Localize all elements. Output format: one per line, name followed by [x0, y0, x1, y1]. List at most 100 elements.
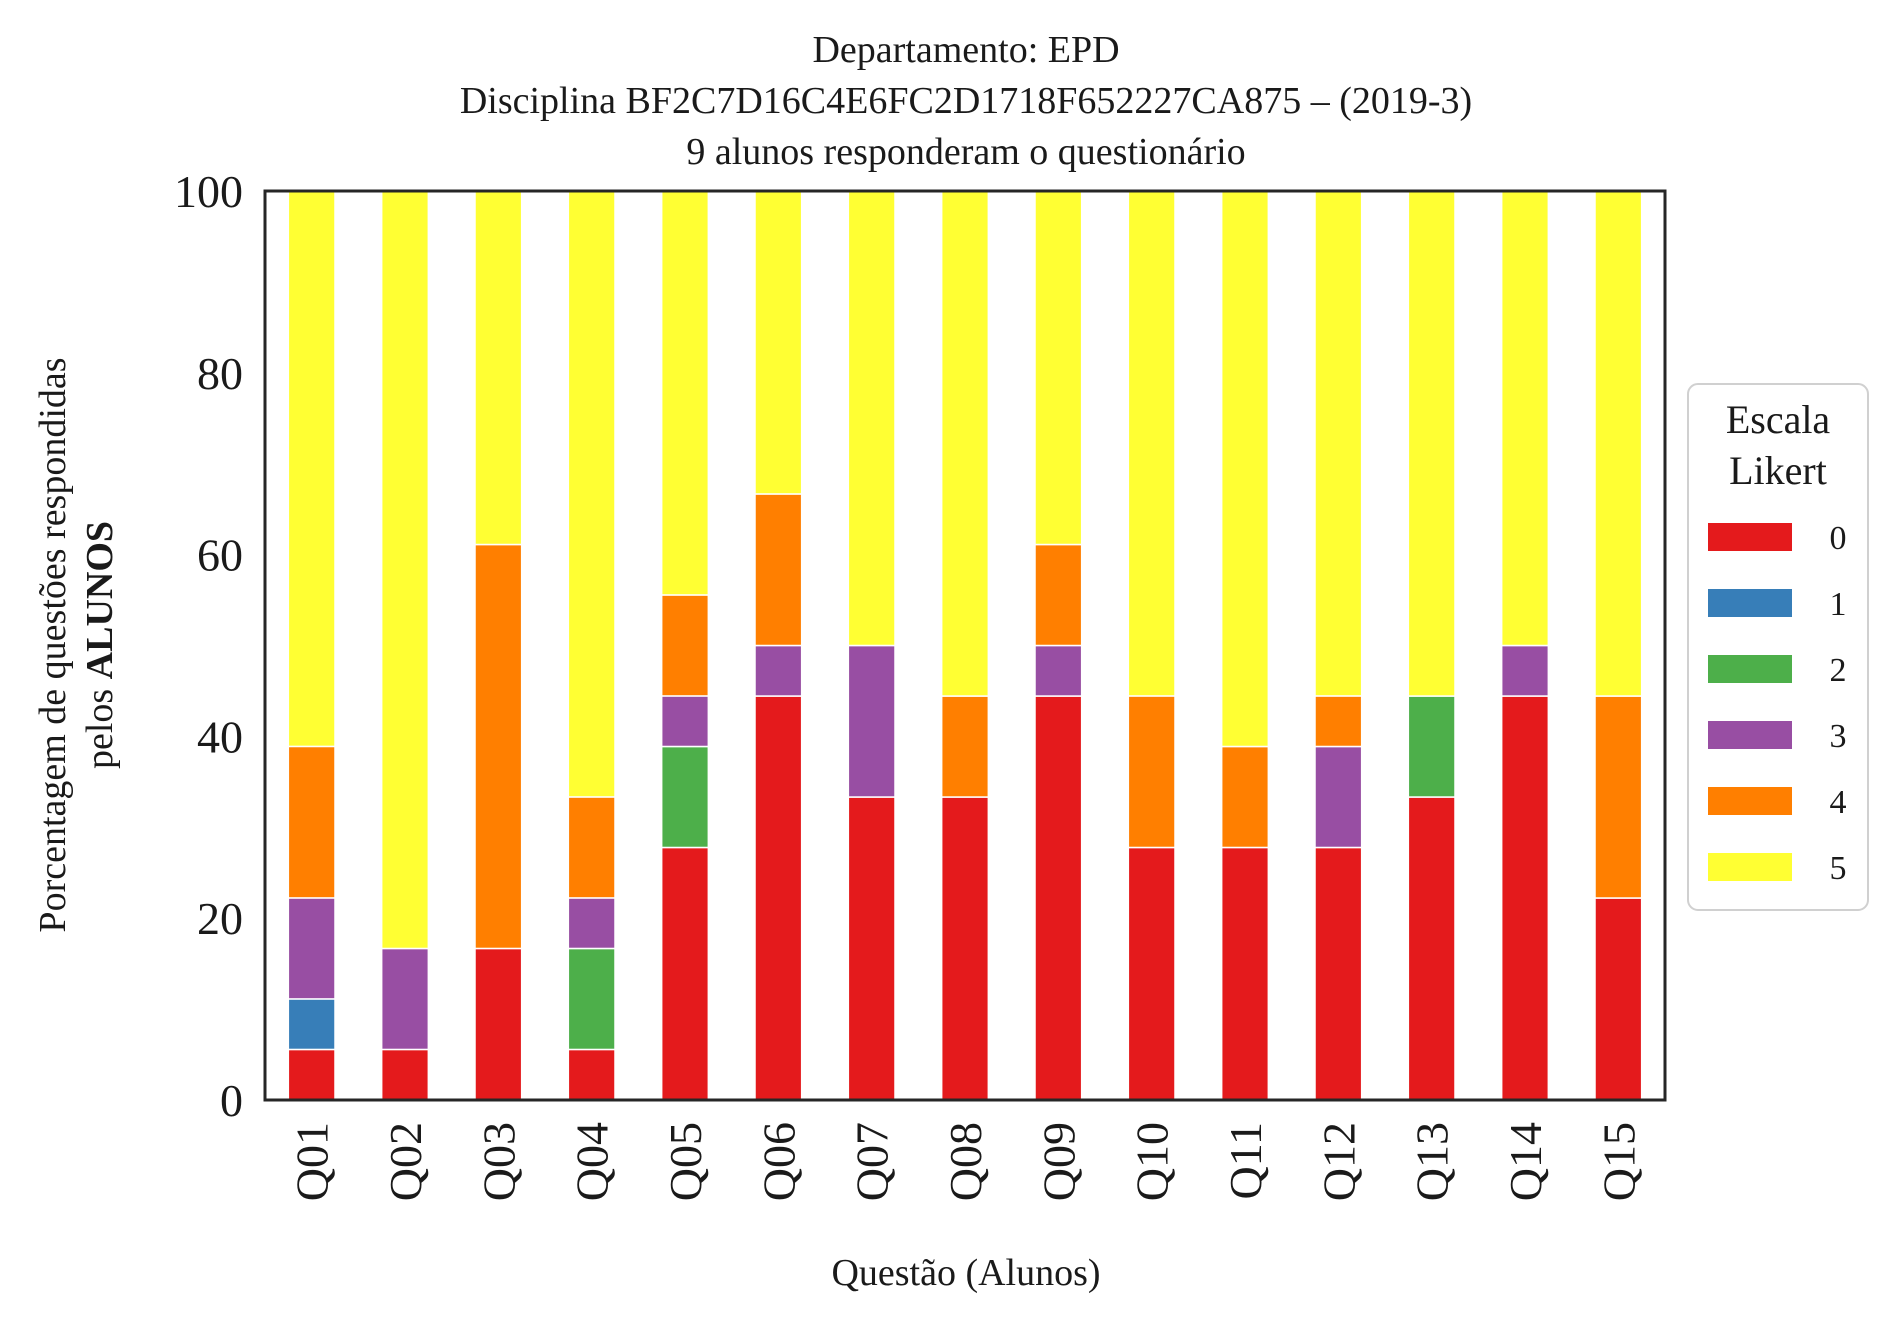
plot-frame [263, 189, 1667, 1102]
bar-q08-likert-0 [940, 796, 990, 1101]
legend-swatch-4 [1708, 787, 1792, 815]
bar-q11-likert-5 [1220, 190, 1270, 748]
bar-q15-likert-0 [1594, 897, 1643, 1101]
legend-swatch-3 [1708, 721, 1792, 749]
x-tick-label-q08: Q08 [940, 1122, 991, 1201]
bar-q04-likert-4 [567, 796, 616, 899]
x-tick-label-q09: Q09 [1033, 1122, 1084, 1201]
legend-label-5: 5 [1830, 850, 1847, 887]
bar-q14-likert-3 [1500, 644, 1550, 697]
legend-swatch-2 [1708, 655, 1792, 683]
bar-q01-likert-4 [287, 745, 336, 899]
x-tick-label-q14: Q14 [1500, 1122, 1551, 1201]
y-tick-label-60: 60 [197, 530, 243, 581]
y-axis-ticks: 0 20 40 60 80 100 [174, 166, 243, 1126]
y-tick-label-0: 0 [220, 1075, 243, 1126]
x-tick-label-q10: Q10 [1127, 1122, 1178, 1201]
bar-q14-likert-0 [1500, 695, 1550, 1101]
bar-q07-likert-5 [847, 190, 896, 647]
bar-q14-likert-5 [1500, 190, 1550, 647]
legend-label-4: 4 [1830, 784, 1847, 821]
bar-q15-likert-4 [1594, 695, 1643, 899]
y-axis-label-line-1: Porcentagem de questões respondidas [32, 357, 74, 932]
chart-title-line-2: Disciplina BF2C7D16C4E6FC2D1718F652227CA… [460, 80, 1472, 122]
bar-q05-likert-2 [660, 745, 710, 849]
x-tick-label-q03: Q03 [473, 1122, 524, 1201]
bar-q10-likert-5 [1127, 190, 1176, 697]
bar-q02-likert-5 [380, 190, 430, 950]
legend-swatch-5 [1708, 853, 1792, 881]
bar-q01-likert-0 [287, 1048, 336, 1101]
x-tick-label-q05: Q05 [660, 1122, 711, 1201]
bar-q06-likert-4 [754, 493, 803, 647]
y-axis-label-prefix: pelos [79, 679, 121, 769]
x-tick-label-q12: Q12 [1313, 1122, 1364, 1201]
y-tick-label-80: 80 [197, 348, 243, 399]
chart-title-line-1: Departamento: EPD [812, 29, 1119, 71]
legend-items: 0 1 2 3 4 5 [1708, 520, 1847, 887]
bar-q03-likert-4 [474, 543, 523, 950]
x-axis-ticks: Q01 Q02 Q03 Q04 Q05 Q06 Q07 Q08 Q09 Q10 Q11 Q12 Q13 Q… [287, 1122, 1645, 1201]
bar-q08-likert-5 [940, 190, 990, 697]
legend: Escala Likert 0 1 2 3 4 5 [1687, 383, 1869, 911]
legend-frame [1687, 383, 1869, 911]
legend-label-2: 2 [1830, 652, 1847, 689]
bar-q09-likert-3 [1034, 644, 1083, 697]
x-tick-label-q07: Q07 [847, 1122, 898, 1201]
x-tick-label-q11: Q11 [1220, 1122, 1271, 1200]
bar-q09-likert-0 [1034, 695, 1083, 1101]
bar-q04-likert-2 [567, 947, 616, 1051]
bar-q04-likert-5 [567, 190, 616, 798]
bar-q05-likert-4 [660, 594, 710, 697]
bar-q11-likert-0 [1220, 846, 1270, 1101]
chart-title: Departamento: EPD Disciplina BF2C7D16C4E… [460, 29, 1472, 173]
legend-swatch-0 [1708, 523, 1792, 551]
bar-q10-likert-4 [1127, 695, 1176, 849]
bar-q13-likert-2 [1407, 695, 1456, 798]
bar-q07-likert-0 [847, 796, 896, 1101]
bar-q01-likert-5 [287, 190, 336, 748]
bar-q06-likert-5 [754, 190, 803, 495]
x-tick-label-q13: Q13 [1407, 1122, 1458, 1201]
legend-swatch-1 [1708, 589, 1792, 617]
bar-q02-likert-3 [380, 947, 430, 1051]
bar-q11-likert-4 [1220, 745, 1270, 849]
legend-title-line-1: Escala [1726, 397, 1831, 442]
x-tick-label-q04: Q04 [567, 1122, 618, 1201]
bar-q13-likert-5 [1407, 190, 1456, 697]
bar-q05-likert-0 [660, 846, 710, 1101]
bar-q04-likert-0 [567, 1048, 616, 1101]
x-tick-label-q15: Q15 [1593, 1122, 1644, 1201]
legend-title-line-2: Likert [1729, 448, 1827, 493]
y-tick-label-40: 40 [197, 711, 243, 762]
legend-label-3: 3 [1830, 718, 1847, 755]
bar-q13-likert-0 [1407, 796, 1456, 1101]
y-tick-label-20: 20 [197, 893, 243, 944]
bar-q09-likert-4 [1034, 543, 1083, 647]
bar-q12-likert-3 [1314, 745, 1363, 849]
x-axis-label: Questão (Alunos) [831, 1252, 1100, 1294]
y-axis-label-emphasis: ALUNOS [79, 521, 121, 679]
bar-q03-likert-0 [474, 947, 523, 1101]
legend-label-1: 1 [1830, 586, 1847, 623]
y-tick-label-100: 100 [174, 166, 243, 217]
legend-label-0: 0 [1830, 520, 1847, 557]
chart-title-line-3: 9 alunos responderam o questionário [686, 131, 1245, 173]
bars-layer [287, 190, 1643, 1101]
y-axis-label-line-2: pelos ALUNOS [79, 521, 121, 769]
bar-q05-likert-3 [660, 695, 710, 748]
bar-q02-likert-0 [380, 1048, 430, 1101]
x-tick-label-q02: Q02 [380, 1122, 431, 1201]
bar-q15-likert-5 [1594, 190, 1643, 697]
bar-q03-likert-5 [474, 190, 523, 546]
bar-q12-likert-5 [1314, 190, 1363, 697]
bar-q05-likert-5 [660, 190, 710, 596]
bar-q01-likert-3 [287, 897, 336, 1000]
bar-q06-likert-3 [754, 644, 803, 697]
bar-q08-likert-4 [940, 695, 990, 798]
x-tick-label-q01: Q01 [287, 1122, 338, 1201]
x-tick-label-q06: Q06 [753, 1122, 804, 1201]
bar-q12-likert-4 [1314, 695, 1363, 748]
bar-q04-likert-3 [567, 897, 616, 950]
